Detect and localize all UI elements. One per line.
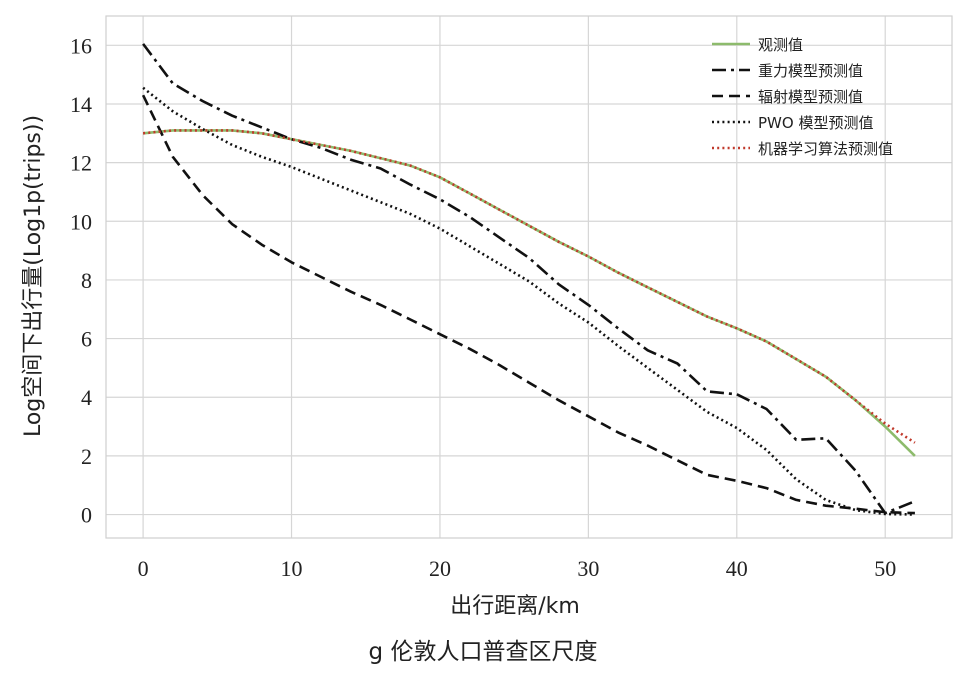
- legend-label-3: 辐射模型预测值: [758, 88, 863, 106]
- series-line-1: [142, 129, 916, 457]
- series-group: [141, 43, 916, 516]
- legend-label-5: 机器学习算法预测值: [758, 140, 893, 158]
- y-tick-label: 6: [81, 327, 92, 352]
- series-line-5: [142, 129, 916, 444]
- series-line-2: [142, 43, 916, 515]
- y-tick-label: 0: [81, 503, 92, 528]
- legend-label-4: PWO 模型预测值: [758, 114, 873, 132]
- figure-caption: g 伦敦人口普查区尺度: [369, 639, 598, 665]
- x-tick-label: 0: [138, 556, 149, 581]
- x-axis-label: 出行距离/km: [450, 594, 580, 619]
- grid: [106, 16, 952, 538]
- plot-frame: [105, 15, 953, 539]
- x-tick-label: 10: [281, 556, 303, 581]
- tick-labels: 0 10 20 30 40 50 0 2 4 6 8 10 12 14 16: [70, 33, 896, 581]
- y-tick-label: 10: [70, 209, 92, 234]
- x-tick-label: 30: [577, 556, 599, 581]
- y-tick-label: 14: [70, 92, 92, 117]
- y-tick-label: 8: [81, 268, 92, 293]
- legend-label-2: 重力模型预测值: [758, 62, 863, 80]
- series-line-3: [141, 94, 915, 515]
- y-tick-label: 12: [70, 151, 92, 176]
- y-tick-label: 4: [81, 385, 92, 410]
- y-tick-label: 16: [70, 33, 92, 58]
- x-tick-label: 40: [726, 556, 748, 581]
- y-axis-label: Log空间下出行量(Log1p(trips)): [21, 115, 46, 437]
- y-tick-label: 2: [81, 444, 92, 469]
- legend-label-1: 观测值: [758, 36, 803, 54]
- x-tick-label: 50: [874, 556, 896, 581]
- x-tick-label: 20: [429, 556, 451, 581]
